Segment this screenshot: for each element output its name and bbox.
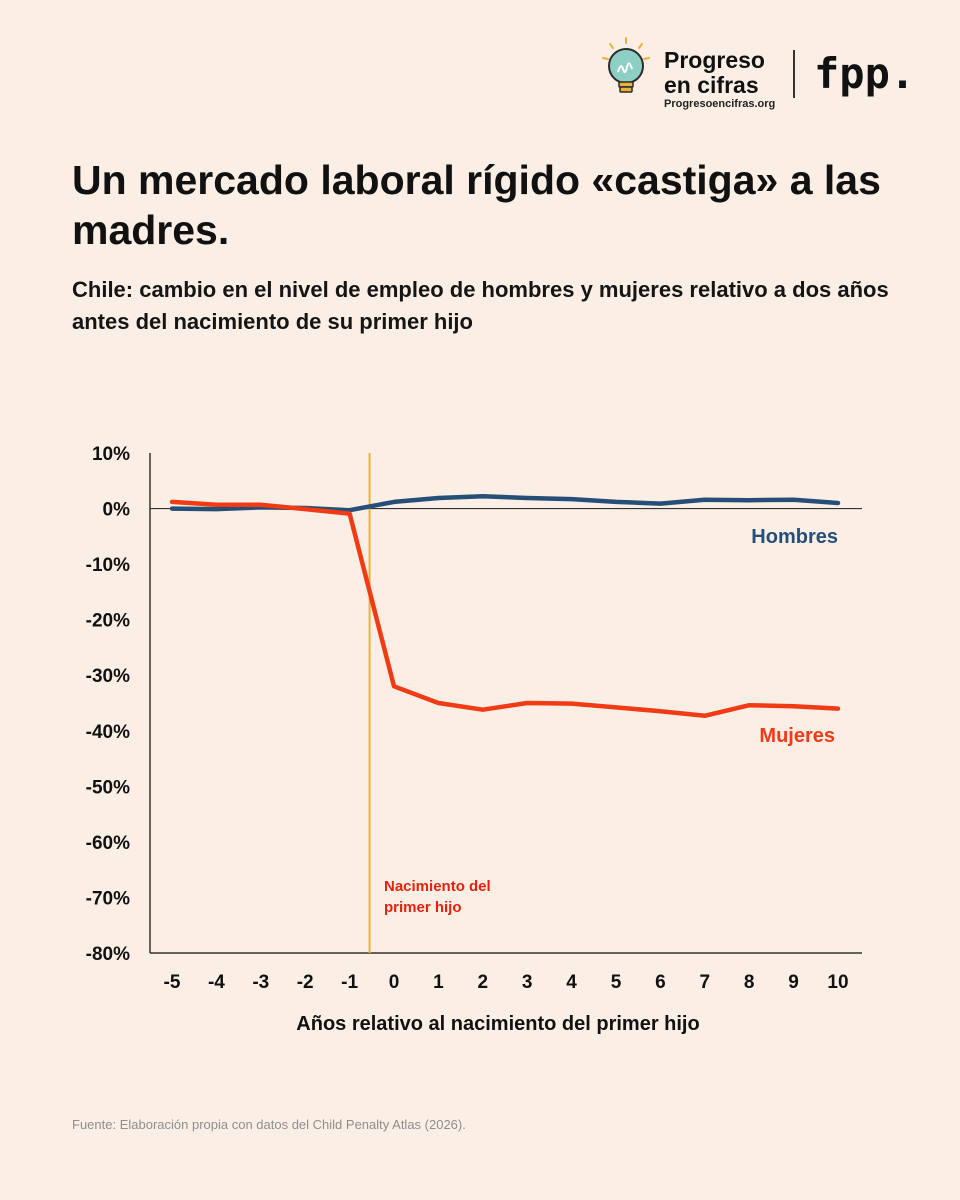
- x-tick-label: 10: [827, 972, 848, 993]
- lightbulb-icon: [602, 37, 650, 93]
- x-tick-label: 1: [433, 972, 444, 993]
- x-tick-label: -2: [297, 972, 314, 993]
- x-tick-label: -3: [252, 972, 269, 993]
- x-tick-label: 0: [389, 972, 400, 993]
- y-tick-label: -70%: [86, 888, 130, 909]
- x-tick-label: -1: [341, 972, 358, 993]
- x-tick-label: -5: [164, 972, 181, 993]
- x-tick-label: 5: [611, 972, 622, 993]
- x-tick-label: -4: [208, 972, 225, 993]
- y-tick-label: -60%: [86, 833, 130, 854]
- source-note: Fuente: Elaboración propia con datos del…: [72, 1117, 466, 1132]
- event-label-line2: primer hijo: [384, 899, 462, 916]
- series-label-hombres: Hombres: [751, 526, 838, 548]
- x-tick-label: 8: [744, 972, 755, 993]
- event-label-line1: Nacimiento del: [384, 878, 491, 895]
- x-tick-label: 6: [655, 972, 666, 993]
- page-title: Un mercado laboral rígido «castiga» a la…: [72, 157, 881, 253]
- partner-logo: fpp.: [814, 49, 916, 98]
- brand-url: Progresoencifras.org: [664, 98, 776, 110]
- brand-header: Progreso en cifras Progresoencifras.org …: [600, 36, 940, 116]
- y-tick-label: -40%: [86, 722, 130, 743]
- brand-name-line1: Progreso: [664, 47, 765, 73]
- x-axis-label: Años relativo al nacimiento del primer h…: [296, 1013, 699, 1035]
- x-tick-label: 2: [478, 972, 489, 993]
- y-tick-label: -50%: [86, 777, 130, 798]
- y-tick-label: -20%: [86, 611, 130, 632]
- y-tick-label: -30%: [86, 666, 130, 687]
- brand-divider: [793, 50, 795, 98]
- brand-name-line2: en cifras: [664, 72, 759, 98]
- x-tick-label: 4: [566, 972, 577, 993]
- line-chart: 10% 0% -10% -20% -30% -40% -50% -60% -70% -80% -5 -…: [86, 444, 862, 1035]
- y-tick-label: 0%: [103, 500, 131, 521]
- y-tick-label: -10%: [86, 555, 130, 576]
- y-tick-label: 10%: [92, 444, 130, 465]
- brand-name: Progreso en cifras: [664, 48, 765, 98]
- x-tick-label: 3: [522, 972, 533, 993]
- x-tick-label: 9: [788, 972, 799, 993]
- chart-subtitle: Chile: cambio en el nivel de empleo de h…: [72, 277, 889, 334]
- x-tick-label: 7: [700, 972, 711, 993]
- y-tick-label: -80%: [86, 944, 130, 965]
- series-line-mujeres: [169, 499, 841, 719]
- series-label-mujeres: Mujeres: [759, 725, 835, 747]
